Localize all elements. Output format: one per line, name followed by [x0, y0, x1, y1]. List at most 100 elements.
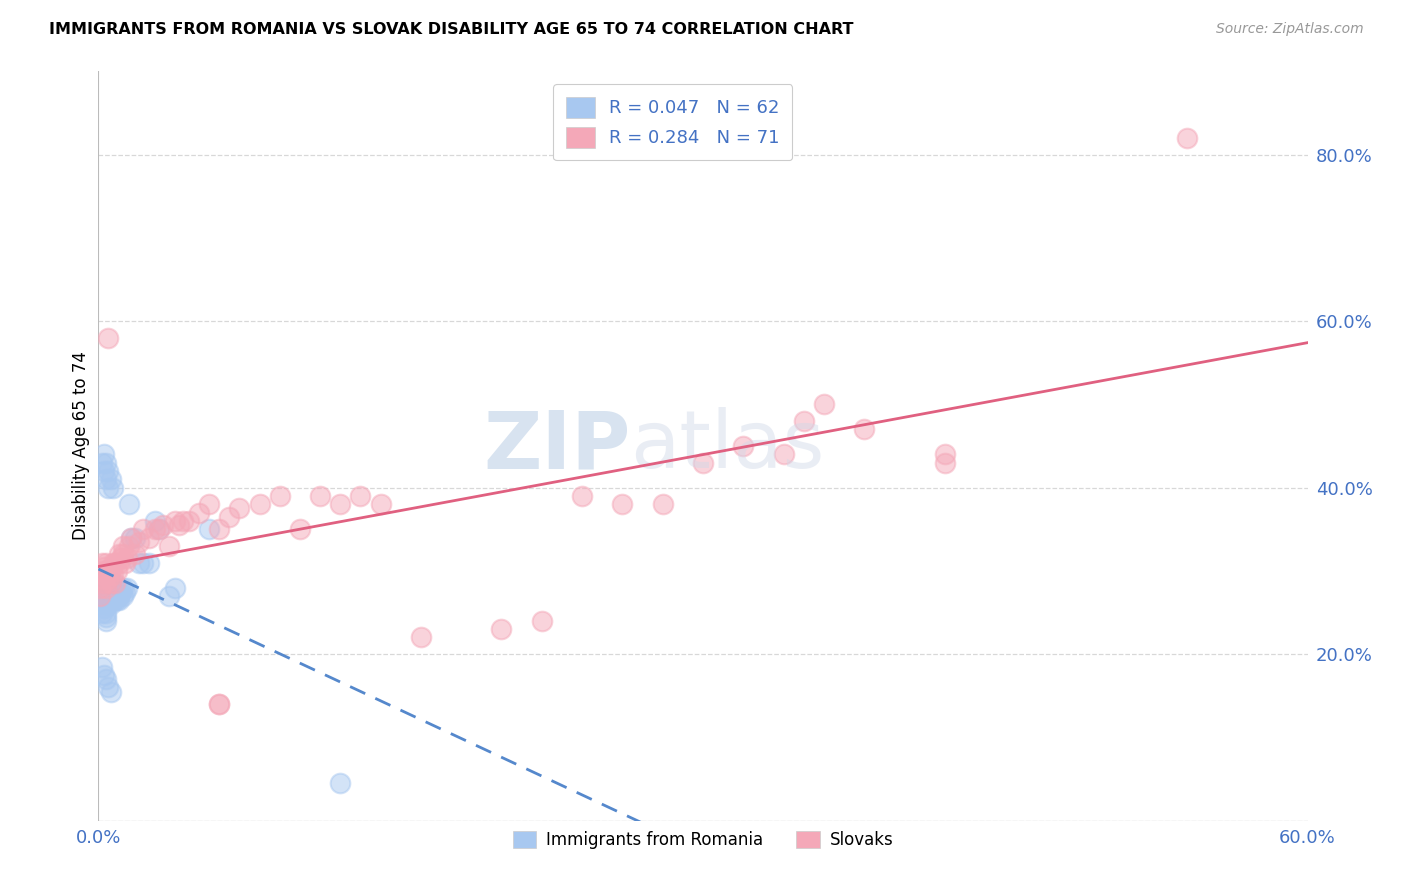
Point — [132, 522, 155, 536]
Point — [370, 497, 392, 511]
Point — [97, 464, 120, 478]
Point — [651, 497, 673, 511]
Point — [138, 531, 160, 545]
Point — [96, 614, 118, 628]
Point — [97, 681, 120, 695]
Point — [93, 576, 115, 591]
Point — [93, 601, 115, 615]
Legend: Immigrants from Romania, Slovaks: Immigrants from Romania, Slovaks — [505, 822, 901, 857]
Point — [100, 684, 122, 698]
Point — [110, 584, 132, 599]
Point — [110, 551, 132, 566]
Point — [93, 593, 115, 607]
Point — [409, 631, 432, 645]
Point — [101, 576, 124, 591]
Point — [157, 539, 180, 553]
Point — [97, 481, 120, 495]
Point — [100, 576, 122, 591]
Point — [96, 606, 118, 620]
Point — [93, 576, 115, 591]
Point — [772, 447, 794, 461]
Point — [107, 547, 129, 561]
Point — [91, 659, 114, 673]
Point — [148, 522, 170, 536]
Point — [132, 556, 155, 570]
Point — [179, 514, 201, 528]
Point — [97, 593, 120, 607]
Point — [115, 551, 138, 566]
Point — [101, 589, 124, 603]
Point — [138, 556, 160, 570]
Point — [103, 593, 125, 607]
Point — [91, 606, 114, 620]
Point — [105, 564, 128, 578]
Point — [120, 531, 142, 545]
Point — [208, 697, 231, 711]
Point — [163, 581, 186, 595]
Point — [97, 564, 120, 578]
Point — [93, 559, 115, 574]
Point — [329, 776, 352, 790]
Point — [89, 581, 111, 595]
Point — [100, 564, 122, 578]
Point — [1175, 131, 1198, 145]
Point — [91, 564, 114, 578]
Point — [934, 456, 956, 470]
Point — [103, 581, 125, 595]
Point — [97, 581, 120, 595]
Point — [124, 531, 146, 545]
Point — [172, 514, 194, 528]
Point — [288, 522, 311, 536]
Point — [96, 564, 118, 578]
Point — [91, 572, 114, 586]
Point — [143, 514, 166, 528]
Point — [107, 556, 129, 570]
Point — [93, 447, 115, 461]
Point — [96, 472, 118, 486]
Point — [96, 609, 118, 624]
Point — [89, 589, 111, 603]
Point — [111, 539, 134, 553]
Point — [107, 593, 129, 607]
Point — [491, 622, 513, 636]
Point — [100, 589, 122, 603]
Point — [91, 589, 114, 603]
Point — [793, 414, 815, 428]
Point — [249, 497, 271, 511]
Point — [111, 547, 134, 561]
Point — [107, 589, 129, 603]
Point — [612, 497, 634, 511]
Point — [107, 584, 129, 599]
Point — [218, 509, 240, 524]
Point — [208, 697, 231, 711]
Point — [128, 534, 150, 549]
Point — [93, 584, 115, 599]
Point — [101, 568, 124, 582]
Point — [100, 593, 122, 607]
Point — [96, 581, 118, 595]
Point — [111, 589, 134, 603]
Point — [188, 506, 211, 520]
Point — [103, 584, 125, 599]
Point — [309, 489, 332, 503]
Point — [101, 581, 124, 595]
Point — [208, 522, 231, 536]
Point — [349, 489, 371, 503]
Point — [118, 497, 141, 511]
Point — [100, 597, 122, 611]
Point — [269, 489, 291, 503]
Point — [530, 614, 553, 628]
Point — [105, 589, 128, 603]
Point — [124, 547, 146, 561]
Point — [329, 497, 352, 511]
Point — [96, 556, 118, 570]
Text: Source: ZipAtlas.com: Source: ZipAtlas.com — [1216, 22, 1364, 37]
Point — [733, 439, 755, 453]
Point — [228, 501, 250, 516]
Point — [93, 668, 115, 682]
Point — [103, 556, 125, 570]
Y-axis label: Disability Age 65 to 74: Disability Age 65 to 74 — [72, 351, 90, 541]
Point — [120, 531, 142, 545]
Point — [853, 422, 876, 436]
Point — [111, 581, 134, 595]
